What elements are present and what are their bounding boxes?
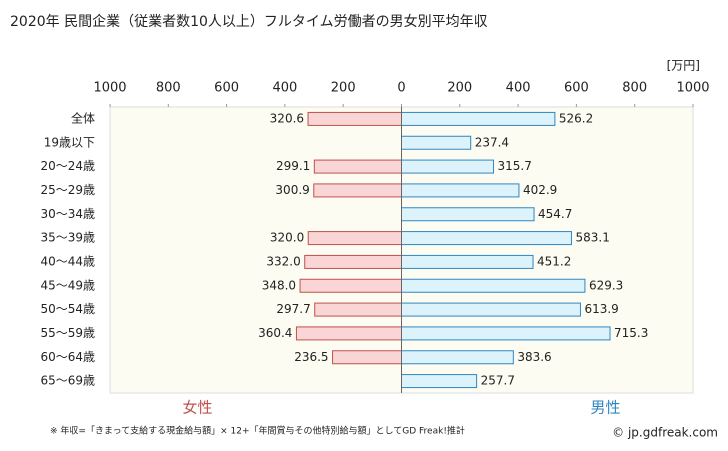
bar: [295, 326, 402, 341]
value-label: 715.3: [614, 326, 648, 340]
legend-label: 男性: [591, 399, 621, 417]
x-tick-label: 400: [272, 81, 297, 96]
credit: © jp.gdfreak.com: [612, 426, 718, 440]
x-tick-label: 600: [214, 81, 239, 96]
value-label: 257.7: [481, 374, 515, 388]
value-label: 300.9: [275, 183, 309, 197]
category-label: 60～64歳: [40, 350, 95, 364]
legend-label: 女性: [182, 399, 212, 417]
x-tick-label: 200: [447, 81, 472, 96]
x-tick-label: 200: [331, 81, 356, 96]
value-label: 315.7: [498, 159, 532, 173]
x-tick-label: 800: [622, 81, 647, 96]
x-tick-label: 600: [564, 81, 589, 96]
bar: [314, 302, 403, 317]
value-label: 402.9: [523, 183, 557, 197]
bar: [307, 111, 403, 126]
value-label: 454.7: [538, 207, 572, 221]
x-tick-label: 800: [156, 81, 181, 96]
category-label: 65～69歳: [40, 374, 95, 388]
bar: [332, 350, 402, 365]
value-label: 332.0: [266, 254, 300, 268]
value-label: 348.0: [262, 278, 296, 292]
bar: [401, 159, 495, 174]
category-label: 25～29歳: [40, 183, 95, 197]
x-tick-label: 1000: [93, 81, 126, 96]
category-label: 19歳以下: [44, 135, 95, 149]
chart-title: 2020年 民間企業（従業者数10人以上）フルタイム労働者の男女別平均年収: [10, 13, 488, 30]
value-label: 526.2: [559, 111, 593, 125]
bar: [307, 231, 402, 246]
category-label: 50～54歳: [40, 302, 95, 316]
unit-label: [万円]: [667, 59, 700, 73]
bar: [401, 302, 581, 317]
value-label: 236.5: [294, 350, 328, 364]
bar: [401, 231, 572, 246]
bar: [401, 326, 611, 341]
bar: [401, 374, 478, 389]
bar: [304, 254, 402, 269]
category-label: 45～49歳: [40, 278, 95, 292]
category-label: 30～34歳: [40, 207, 95, 221]
category-label: 35～39歳: [40, 231, 95, 245]
bar: [313, 159, 402, 174]
value-label: 629.3: [589, 278, 623, 292]
bar: [401, 278, 586, 293]
value-label: 299.1: [276, 159, 310, 173]
category-label: 20～24歳: [40, 159, 95, 173]
footnote: ※ 年収=「きまって支給する現金給与額」× 12+「年間賞与その他特別給与額」と…: [50, 425, 465, 437]
bar: [401, 350, 514, 365]
value-label: 320.6: [270, 111, 304, 125]
bar: [401, 207, 535, 222]
value-label: 383.6: [517, 350, 551, 364]
category-label: 55～59歳: [40, 326, 95, 340]
bar: [313, 183, 403, 198]
value-label: 583.1: [575, 231, 609, 245]
bar: [401, 183, 520, 198]
bar: [401, 135, 472, 150]
bar: [401, 111, 556, 126]
value-label: 320.0: [270, 231, 304, 245]
value-label: 297.7: [276, 302, 310, 316]
value-label: 360.4: [258, 326, 292, 340]
value-label: 613.9: [584, 302, 618, 316]
x-tick-label: 400: [506, 81, 531, 96]
x-tick-label: 1000: [676, 81, 709, 96]
bar: [401, 254, 534, 269]
x-tick-label: 0: [397, 81, 405, 96]
category-label: 全体: [71, 110, 95, 125]
value-label: 237.4: [475, 135, 509, 149]
category-label: 40～44歳: [40, 254, 95, 268]
bar: [299, 278, 403, 293]
value-label: 451.2: [537, 254, 571, 268]
